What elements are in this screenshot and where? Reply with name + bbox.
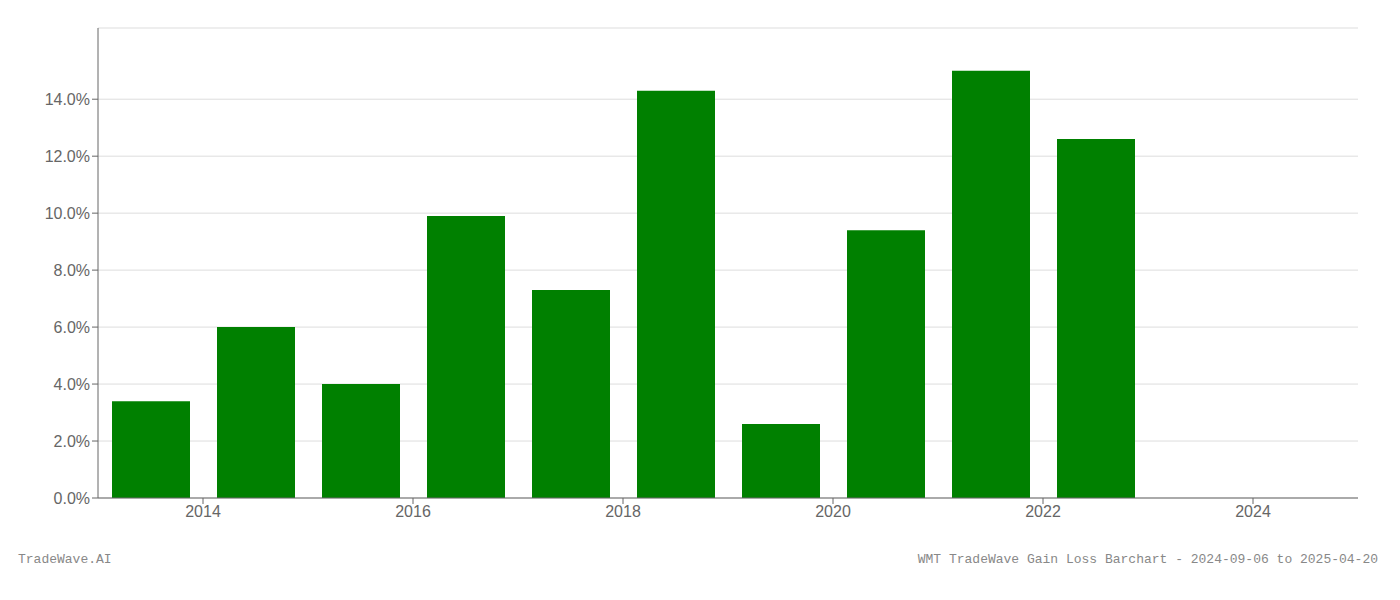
svg-text:6.0%: 6.0% [54, 319, 90, 336]
svg-text:8.0%: 8.0% [54, 262, 90, 279]
svg-text:2018: 2018 [605, 503, 641, 520]
svg-text:2020: 2020 [815, 503, 851, 520]
svg-text:2022: 2022 [1025, 503, 1061, 520]
html-text:WMT TradeWave Gain Loss Barcha: WMT TradeWave Gain Loss Barchart - 2024-… [917, 552, 1378, 567]
svg-text:10.0%: 10.0% [45, 205, 90, 222]
svg-text:0.0%: 0.0% [54, 490, 90, 507]
svg-text:2.0%: 2.0% [54, 433, 90, 450]
svg-text:14.0%: 14.0% [45, 91, 90, 108]
svg-text:2024: 2024 [1235, 503, 1271, 520]
html-text:TradeWave.AI: TradeWave.AI [18, 552, 112, 567]
svg-text:2014: 2014 [185, 503, 221, 520]
svg-text:4.0%: 4.0% [54, 376, 90, 393]
svg-text:2016: 2016 [395, 503, 431, 520]
svg-text:12.0%: 12.0% [45, 148, 90, 165]
